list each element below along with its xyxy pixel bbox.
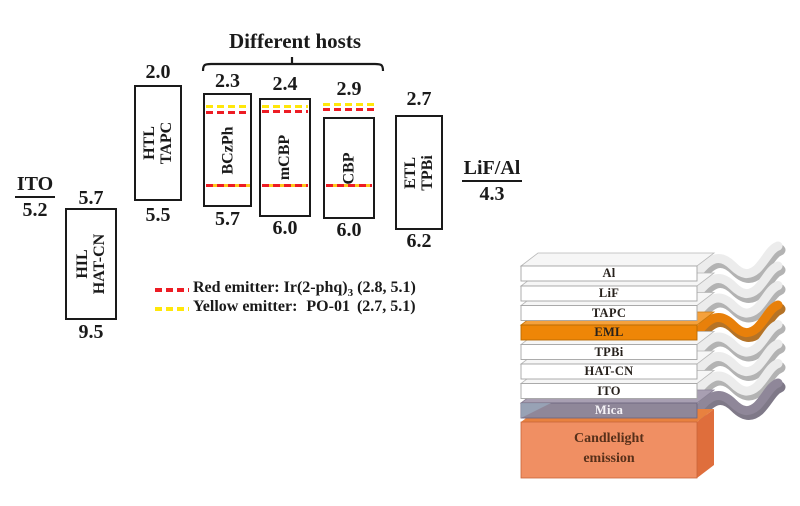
ribbon-tpbi (692, 320, 786, 362)
ribbon-tapc (692, 281, 786, 323)
etl-material-label: TPBi (419, 154, 436, 191)
stack-label-eml: EML (594, 325, 624, 339)
stack-label-tpbi: TPBi (594, 345, 624, 359)
etl-lumo-value: 2.7 (406, 88, 432, 110)
lifal-electrode: LiF/Al 4.3 (456, 158, 528, 205)
mcbp-material-label: mCBP (276, 134, 294, 181)
ito-work-function: 5.2 (22, 199, 48, 221)
yellow-emitter-legend-text: Yellow emitter: PO-01 (2.7, 5.1) (193, 298, 416, 316)
ribbon-lif (692, 261, 786, 304)
mica-highlight (521, 403, 551, 418)
red-emitter-subscript: 3 (347, 287, 354, 300)
different-hosts-title: Different hosts (228, 29, 361, 53)
htl-rotated-label: HTL TAPC (141, 122, 175, 164)
energy-box-hil-hatcn: HIL HAT-CN (65, 208, 117, 320)
hil-lumo-value: 5.7 (78, 187, 104, 209)
lifal-label: LiF/Al (461, 158, 523, 182)
hil-role-label: HIL (74, 249, 92, 279)
device-stack-illustration (519, 241, 786, 479)
hil-rotated-label: HIL HAT-CN (74, 234, 108, 294)
mcbp-red-emitter-lumo-line (262, 110, 308, 113)
ribbon-eml (692, 300, 786, 343)
substrate-label-line2: emission (583, 451, 635, 466)
bczph-red-emitter-lumo-line (206, 111, 250, 114)
htl-lumo-value: 2.0 (145, 61, 171, 83)
bczph-rotated-label: BCzPh (219, 126, 236, 174)
al-front-face (520, 265, 698, 282)
cbp-emitter-homo-line (326, 184, 372, 187)
substrate-front-face (520, 421, 698, 479)
etl-homo-value: 6.2 (406, 230, 432, 252)
energy-box-mcbp: mCBP (259, 98, 311, 217)
energy-box-cbp: CBP (323, 117, 375, 219)
ribbon-mica (692, 378, 786, 421)
ribbon-hatcn (692, 339, 786, 382)
substrate-label: Candlelight emission (521, 429, 697, 469)
substrate-side-face (697, 409, 714, 478)
red-emitter-label: Red emitter: (193, 279, 280, 296)
lif-front-face (520, 285, 698, 302)
bczph-lumo-value: 2.3 (215, 70, 240, 92)
htl-homo-value: 5.5 (145, 204, 171, 226)
hil-material-label: HAT-CN (91, 233, 109, 295)
ribbon-ito (692, 359, 786, 401)
htl-material-label: TAPC (158, 121, 175, 165)
hil-homo-value: 9.5 (78, 321, 104, 343)
hosts-brace (201, 57, 385, 72)
substrate-label-line1: Candlelight (573, 431, 644, 446)
eml-front-face (520, 324, 698, 341)
stack-label-tapc: TAPC (591, 306, 627, 320)
ribbon-al (692, 241, 786, 284)
mcbp-homo-value: 6.0 (272, 217, 298, 239)
bczph-emitter-homo-line (206, 184, 250, 187)
mcbp-lumo-value: 2.4 (272, 73, 298, 95)
stack-label-mica: Mica (594, 403, 624, 417)
bczph-yellow-emitter-lumo-line (206, 105, 250, 108)
yellow-emitter-legend-swatch (155, 307, 189, 311)
slab-al (519, 252, 716, 282)
tpbi-front-face (520, 344, 698, 360)
cbp-homo-value: 6.0 (336, 219, 362, 241)
cbp-lumo-value: 2.9 (336, 78, 362, 100)
mcbp-emitter-homo-line (262, 184, 308, 187)
mcbp-label-wrap: mCBP (261, 100, 309, 215)
red-emitter-legend-text: Red emitter: Ir(2-phq)3 (2.8, 5.1) (193, 279, 416, 299)
yellow-emitter-levels: (2.7, 5.1) (356, 298, 416, 315)
etl-label-wrap: ETL TPBi (397, 117, 441, 228)
htl-label-wrap: HTL TAPC (136, 87, 180, 199)
stack-label-ito: ITO (597, 384, 621, 398)
red-emitter-legend-swatch (155, 288, 189, 292)
bczph-homo-value: 5.7 (215, 208, 240, 230)
stack-label-lif: LiF (598, 286, 620, 300)
ito-electrode: ITO 5.2 (12, 174, 58, 221)
energy-box-htl-tapc: HTL TAPC (134, 85, 182, 201)
hatcn-front-face (520, 363, 698, 380)
al-top-face (519, 252, 716, 267)
hil-label-wrap: HIL HAT-CN (67, 210, 115, 318)
yellow-emitter-label: Yellow emitter: (193, 298, 298, 315)
ito-label: ITO (14, 174, 56, 198)
lifal-work-function: 4.3 (479, 183, 505, 205)
red-emitter-levels: (2.8, 5.1) (357, 279, 416, 296)
ito-front-face (520, 383, 698, 399)
cbp-rotated-label: CBP (341, 152, 358, 184)
stack-label-al: Al (602, 266, 616, 280)
yellow-emitter-material: PO-01 (306, 298, 350, 315)
cbp-label-wrap: CBP (325, 119, 373, 217)
red-emitter-material: Ir(2-phq) (283, 279, 348, 296)
etl-role-label: ETL (402, 156, 419, 189)
cbp-red-emitter-lumo-line (323, 108, 375, 111)
energy-box-etl-tpbi: ETL TPBi (395, 115, 443, 230)
cbp-material-label: CBP (340, 152, 358, 184)
tapc-front-face (520, 305, 698, 321)
bczph-material-label: BCzPh (219, 126, 236, 174)
mcbp-yellow-emitter-lumo-line (262, 105, 308, 108)
htl-role-label: HTL (141, 126, 158, 160)
mcbp-rotated-label: mCBP (276, 135, 293, 180)
etl-rotated-label: ETL TPBi (402, 155, 436, 191)
stack-label-hatcn: HAT-CN (584, 364, 634, 378)
cbp-yellow-emitter-lumo-line (323, 103, 375, 106)
